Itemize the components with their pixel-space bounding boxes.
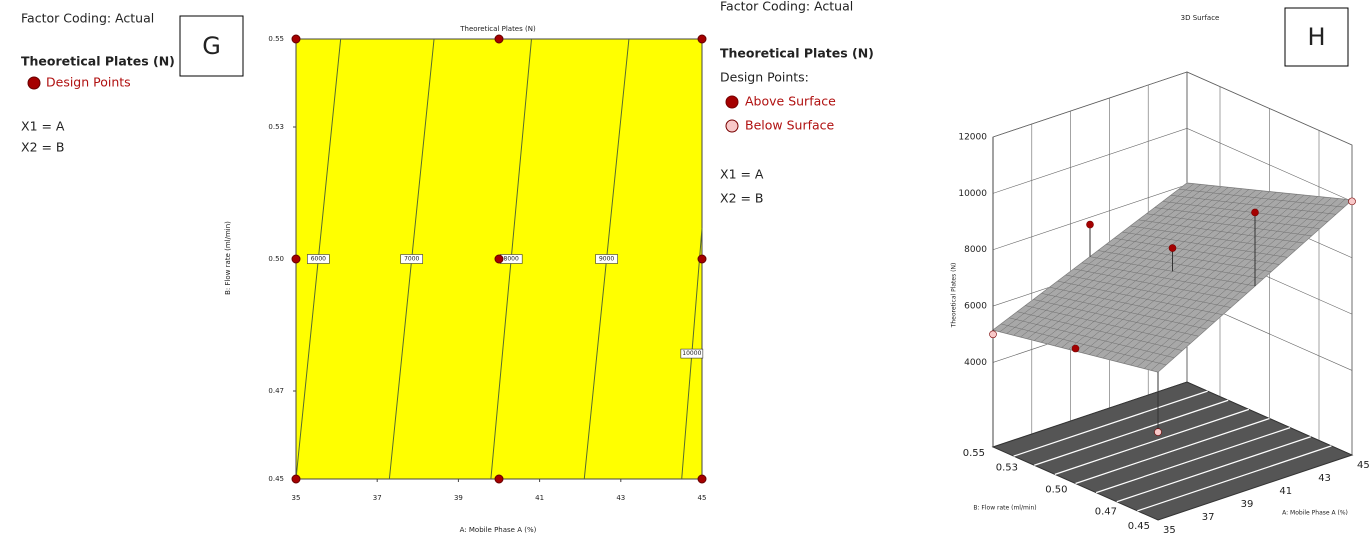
z-axis-label: Theoretical Plates (N) (951, 263, 958, 329)
z-tick-label: 8000 (964, 245, 987, 255)
y-axis-label: B: Flow rate (ml/min) (973, 505, 1036, 512)
x-tick-label: 43 (616, 494, 625, 502)
z-tick-label: 12000 (958, 133, 987, 143)
x-axis-label: A: Mobile Phase A (%) (1282, 510, 1348, 517)
y-tick-label: 0.47 (268, 387, 284, 395)
mesh-line (1170, 195, 1336, 215)
legend-subtitle: Design Points: (720, 70, 809, 85)
z-tick-label: 6000 (964, 302, 987, 312)
design-point (697, 474, 707, 484)
mesh-line (992, 182, 1188, 331)
legend-label: Design Points (46, 75, 131, 90)
x-tick-label: 41 (535, 494, 544, 502)
y-tick-label: 0.50 (1045, 485, 1067, 496)
contour-label-box (680, 348, 704, 359)
y-tick-label: 0.55 (268, 35, 284, 43)
design-point (1086, 220, 1094, 229)
contour-label-box (595, 254, 618, 264)
design-point (494, 34, 504, 44)
factor-coding: Factor Coding: Actual (21, 11, 154, 26)
legend-h: Factor Coding: Actual Theoretical Plates… (720, 0, 874, 206)
x-tick-label: 39 (1241, 499, 1254, 510)
y-tick-label: 0.45 (1128, 521, 1150, 532)
mesh-line (1178, 188, 1344, 208)
legend-label: Below Surface (745, 118, 835, 133)
x-tick-label: 37 (373, 494, 382, 502)
design-point (697, 254, 707, 264)
y-tick-label: 0.53 (268, 123, 284, 131)
contour-label: 8000 (504, 256, 519, 263)
legend-label: Above Surface (745, 94, 836, 109)
legend-marker (725, 95, 739, 109)
mesh-line (1162, 201, 1328, 222)
mesh-line (1013, 184, 1208, 336)
z-tick-label: 10000 (958, 189, 987, 199)
x-axis-label: A: Mobile Phase A (%) (460, 526, 537, 534)
mesh-line (1020, 185, 1215, 338)
design-point (291, 254, 301, 264)
mesh-line (999, 183, 1195, 332)
design-point (697, 34, 707, 44)
panel-box (179, 15, 244, 77)
z-tick-label: 4000 (964, 358, 987, 368)
y-tick-label: 0.47 (1095, 506, 1117, 517)
design-point (1071, 344, 1080, 353)
x-tick-label: 37 (1202, 512, 1215, 523)
panel-label: G (202, 32, 221, 60)
floor-contour (1075, 417, 1270, 485)
design-point (291, 474, 301, 484)
factor-text: X2 = B (720, 191, 764, 206)
legend-title: Theoretical Plates (N) (720, 46, 874, 61)
legend-marker (27, 76, 41, 90)
floor-contour (1013, 390, 1208, 457)
x-tick-label: 45 (1357, 460, 1370, 471)
factor-text: X2 = B (21, 140, 65, 155)
factor-text: X1 = A (720, 167, 764, 182)
factor-coding: Factor Coding: Actual (720, 0, 853, 14)
y-axis-label: B: Flow rate (ml/min) (224, 221, 232, 295)
y-tick-label: 0.55 (963, 448, 985, 459)
mesh-line (1006, 184, 1201, 334)
x-tick-label: 41 (1279, 486, 1292, 497)
panel-label: H (1307, 23, 1325, 51)
panel-box (1284, 7, 1349, 67)
design-point (1154, 428, 1162, 436)
contour-label-box (400, 254, 424, 264)
legend-title: Theoretical Plates (N) (21, 54, 175, 69)
design-point (494, 254, 504, 264)
y-tick-label: 0.50 (268, 255, 284, 263)
contour-label-box (307, 254, 330, 264)
design-point (1251, 208, 1259, 217)
y-tick-label: 0.53 (996, 463, 1018, 474)
y-tick-label: 0.45 (268, 475, 284, 483)
x-tick-label: 35 (1163, 525, 1176, 536)
contour-label: 6000 (311, 256, 326, 263)
x-tick-label: 35 (292, 494, 301, 502)
contour-label: 7000 (404, 256, 419, 263)
contour-label: 9000 (599, 256, 614, 263)
floor-contour (1095, 427, 1291, 494)
design-point (1168, 244, 1177, 252)
design-point (989, 330, 997, 339)
design-point (494, 474, 504, 484)
factor-text: X1 = A (21, 119, 65, 134)
design-point (1348, 197, 1356, 206)
x-tick-label: 39 (454, 494, 463, 502)
floor-contour (1034, 399, 1229, 466)
legend-marker (725, 119, 739, 133)
floor-contour (1116, 436, 1311, 503)
contour-label: 10000 (682, 350, 701, 357)
chart-title: Theoretical Plates (N) (459, 25, 536, 33)
chart-title: 3D Surface (1181, 14, 1220, 22)
x-tick-label: 45 (698, 494, 707, 502)
mesh-line (1186, 182, 1353, 201)
design-point (291, 34, 301, 44)
floor-contour (1137, 445, 1332, 512)
legend-g: Factor Coding: Actual Theoretical Plates… (21, 11, 175, 155)
floor-contour (1054, 408, 1250, 475)
x-tick-label: 43 (1318, 473, 1331, 484)
